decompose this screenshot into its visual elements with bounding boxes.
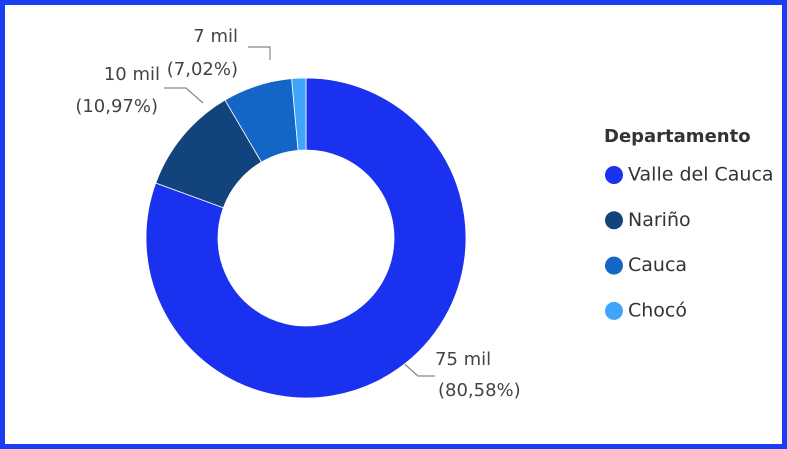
legend-label: Cauca <box>628 254 687 276</box>
legend-title: Departamento <box>604 126 751 147</box>
legend-marker <box>605 211 623 230</box>
value-label: (80,58%) <box>438 380 521 401</box>
leader-line <box>248 46 271 60</box>
slice <box>291 77 307 151</box>
leader-line <box>164 87 204 104</box>
value-label: (10,97%) <box>75 96 158 117</box>
legend-label: Chocó <box>628 299 687 321</box>
legend-marker <box>605 301 623 320</box>
legend-label: Nariño <box>628 209 691 231</box>
amount-label: 7 mil <box>193 26 238 47</box>
slice <box>145 77 467 399</box>
legend-marker <box>605 256 623 275</box>
value-label: (7,02%) <box>167 59 238 80</box>
legend-label: Valle del Cauca <box>628 164 774 186</box>
amount-label: 75 mil <box>435 349 491 370</box>
leader-line <box>399 359 435 377</box>
legend-marker <box>605 166 623 184</box>
amount-label: 10 mil <box>104 64 160 85</box>
